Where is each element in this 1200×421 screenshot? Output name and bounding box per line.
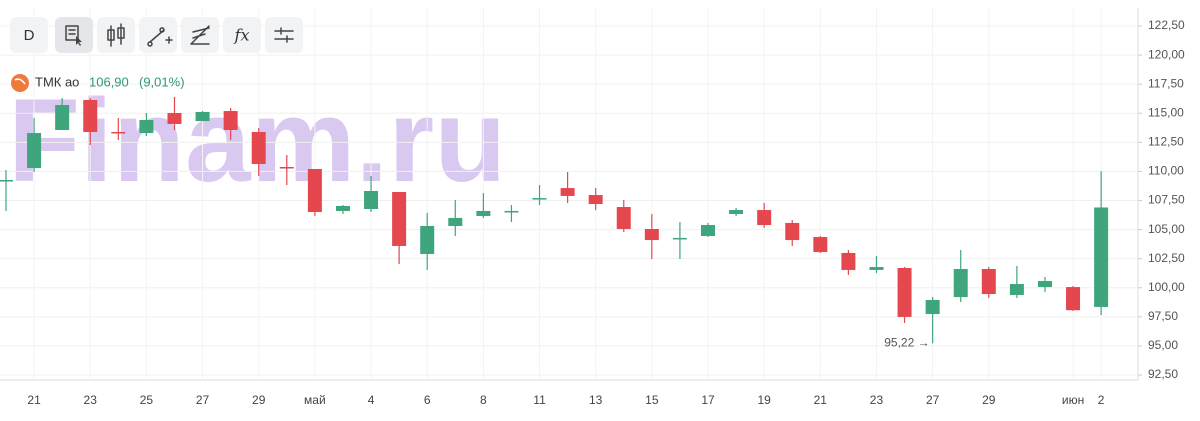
x-tick-label: 11 <box>533 393 546 407</box>
x-tick-label: 2 <box>1098 393 1105 407</box>
x-tick-label: 25 <box>140 393 154 407</box>
candle-body <box>785 222 800 241</box>
candle-body <box>1037 281 1052 288</box>
y-tick-label: 117,50 <box>1148 76 1184 90</box>
candle-body <box>420 225 435 255</box>
settings-icon <box>274 27 294 43</box>
candle-body <box>757 210 772 226</box>
low-annotation: 95,22 → <box>884 336 929 350</box>
candle-body <box>139 119 154 134</box>
x-tick-label: май <box>304 393 326 407</box>
indicators-button[interactable] <box>223 17 261 53</box>
candle-body <box>364 190 379 209</box>
x-tick-label: 29 <box>982 393 996 407</box>
candle-body <box>307 168 322 213</box>
x-tick-label: 29 <box>252 393 266 407</box>
candle-body <box>448 217 463 226</box>
x-tick-label: 13 <box>589 393 603 407</box>
ticker: ТМК ао <box>35 74 79 89</box>
candle-body <box>27 133 42 169</box>
y-tick-label: 107,50 <box>1148 193 1185 207</box>
candle-body <box>223 111 238 131</box>
chart-type-button[interactable] <box>97 17 135 53</box>
toolbar: D fx <box>10 17 303 53</box>
ticker-logo-mark <box>14 78 26 85</box>
y-tick-label: 122,50 <box>1148 18 1185 32</box>
candle-body <box>1066 287 1081 311</box>
y-tick-label: 105,00 <box>1148 222 1185 236</box>
candle-body <box>1009 284 1024 295</box>
x-tick-label: июн <box>1062 393 1084 407</box>
change: (9,01%) <box>139 74 185 89</box>
x-tick-label: 21 <box>27 393 41 407</box>
legend: ТМК ао 106,90 (9,01%) <box>11 74 185 92</box>
candle-body <box>0 180 13 182</box>
candle-body <box>644 229 659 241</box>
candle-body <box>981 269 996 295</box>
candle-body <box>279 166 294 169</box>
candle-body <box>953 269 968 298</box>
chart-type-icon <box>107 23 125 47</box>
candle-body <box>83 99 98 132</box>
cursor-icon <box>76 36 82 46</box>
candle-body <box>897 267 912 317</box>
x-tick-label: 23 <box>84 393 98 407</box>
candle-body <box>504 210 519 213</box>
x-tick-label: 8 <box>480 393 487 407</box>
candle-body <box>813 237 828 253</box>
fib-icon <box>190 25 210 45</box>
candle-body <box>841 252 856 270</box>
candle-body <box>925 299 940 315</box>
y-tick-label: 102,50 <box>1148 251 1185 265</box>
x-tick-label: 6 <box>424 393 431 407</box>
y-tick-label: 115,00 <box>1148 105 1184 119</box>
plot: Finam.ru92,5095,0097,50100,00102,50105,0… <box>0 8 1185 407</box>
candle-body <box>532 198 547 200</box>
y-tick-label: 97,50 <box>1148 309 1178 323</box>
candle-body <box>729 210 744 214</box>
y-tick-label: 92,50 <box>1148 367 1178 381</box>
candle-body <box>869 267 884 270</box>
y-tick-label: 95,00 <box>1148 338 1178 352</box>
candle-body <box>560 188 575 196</box>
template-button[interactable] <box>55 17 93 53</box>
indicators-label: fx <box>234 26 250 45</box>
interval-button[interactable] <box>10 17 48 53</box>
price: 106,90 <box>89 74 129 89</box>
x-tick-label: 27 <box>926 393 940 407</box>
x-tick-label: 15 <box>645 393 659 407</box>
x-tick-label: 23 <box>870 393 884 407</box>
candle-body <box>335 205 350 211</box>
candle-body <box>588 195 603 204</box>
ticker-logo <box>11 74 29 92</box>
x-tick-label: 21 <box>814 393 828 407</box>
y-tick-label: 120,00 <box>1148 47 1185 61</box>
candle-body <box>672 237 687 240</box>
y-tick-label: 100,00 <box>1148 280 1185 294</box>
candle-body <box>167 113 182 124</box>
y-tick-label: 112,50 <box>1148 135 1184 149</box>
x-tick-label: 19 <box>757 393 771 407</box>
x-tick-label: 4 <box>368 393 375 407</box>
candle-body <box>251 131 266 164</box>
candle-body <box>55 104 70 131</box>
y-tick-label: 110,00 <box>1148 164 1184 178</box>
settings-button[interactable] <box>265 17 303 53</box>
drawing-icon <box>147 27 173 47</box>
interval-label: D <box>24 27 35 44</box>
candle-body <box>616 207 631 230</box>
candle-body <box>1094 207 1109 307</box>
candle-body <box>111 131 126 134</box>
x-tick-label: 17 <box>701 393 715 407</box>
candle-body <box>476 210 491 216</box>
candle-body <box>701 225 715 236</box>
candle-body <box>392 192 407 246</box>
candle-body <box>195 111 210 122</box>
x-tick-label: 27 <box>196 393 210 407</box>
